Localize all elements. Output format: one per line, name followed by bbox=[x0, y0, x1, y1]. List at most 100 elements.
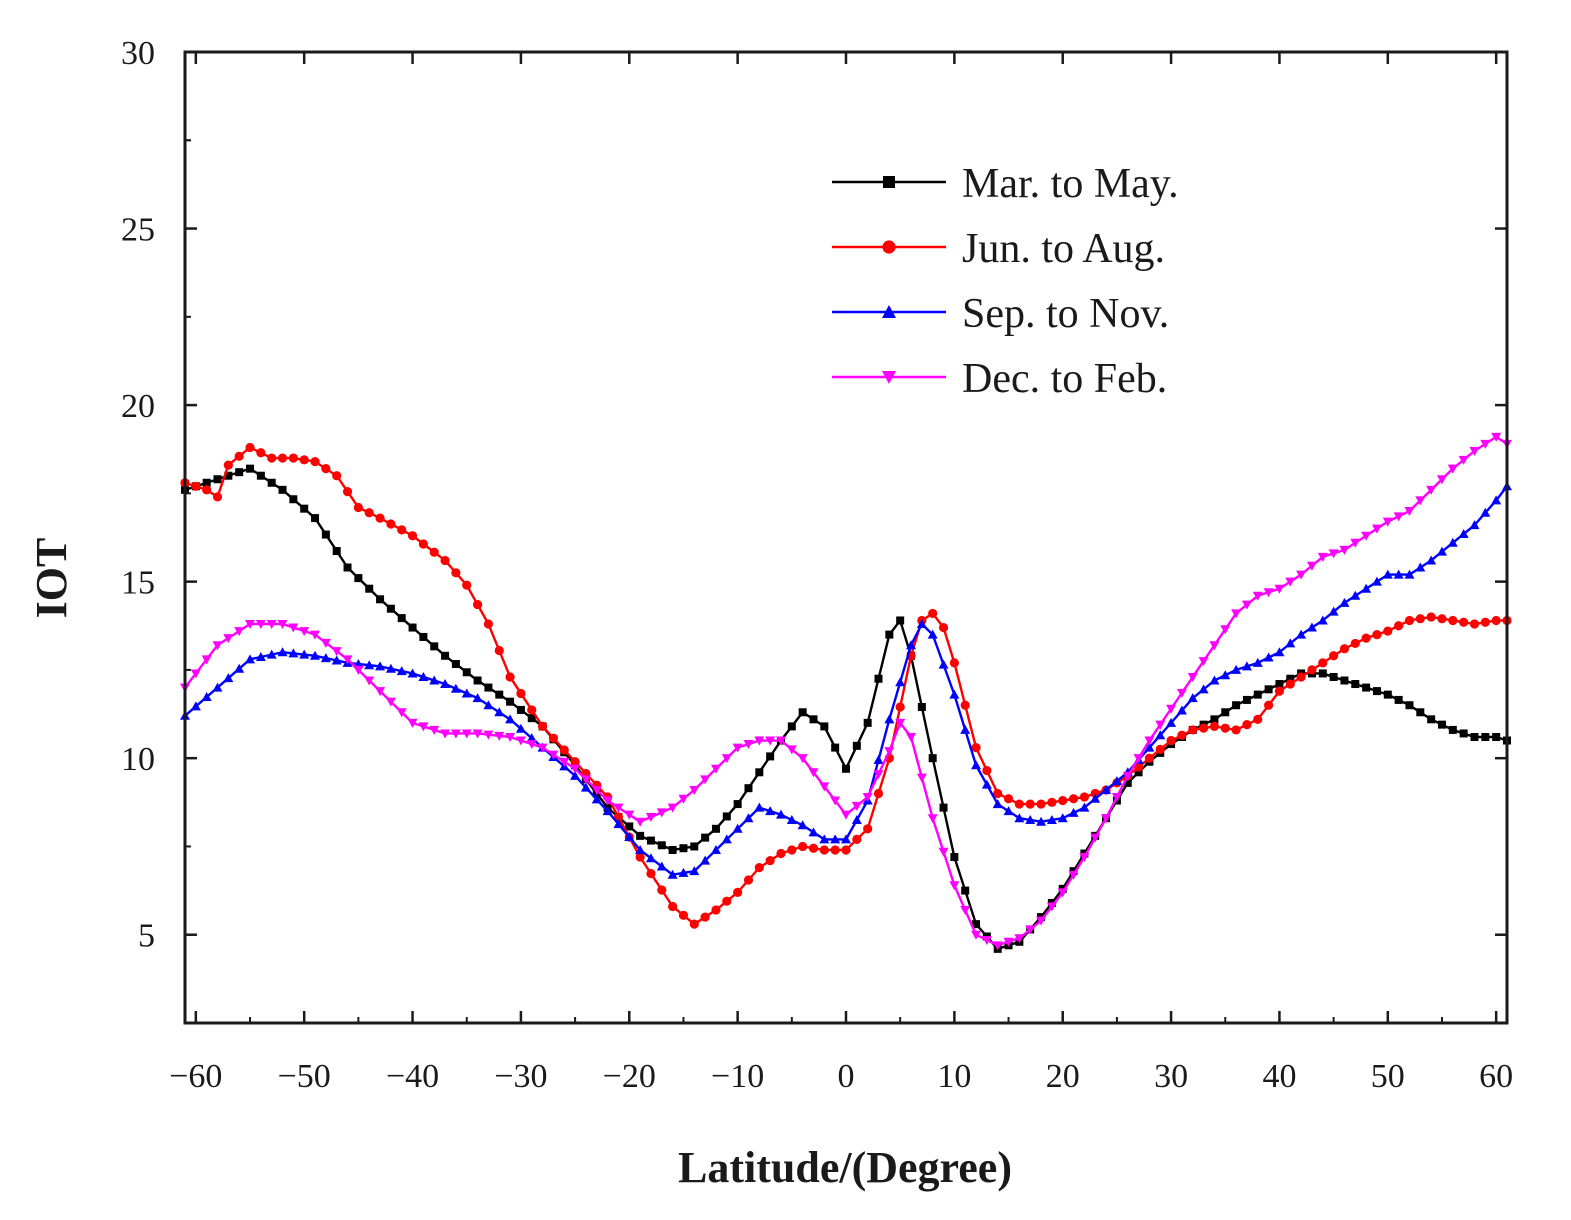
data-point bbox=[278, 485, 287, 494]
data-point bbox=[635, 852, 645, 862]
data-point bbox=[733, 887, 743, 897]
data-point bbox=[1296, 629, 1307, 639]
data-point bbox=[1426, 612, 1436, 622]
data-point bbox=[1469, 619, 1480, 629]
data-point bbox=[364, 676, 375, 686]
data-point bbox=[852, 834, 862, 844]
data-point bbox=[851, 814, 862, 824]
data-point bbox=[754, 802, 765, 812]
data-point bbox=[1046, 814, 1057, 824]
data-point bbox=[1231, 664, 1242, 674]
data-point bbox=[841, 845, 851, 855]
data-point bbox=[505, 732, 516, 742]
data-point bbox=[1394, 695, 1403, 704]
data-point bbox=[223, 673, 234, 683]
data-point bbox=[1361, 531, 1372, 541]
data-point bbox=[506, 697, 515, 706]
data-point bbox=[679, 844, 688, 853]
data-point bbox=[440, 555, 450, 566]
data-point bbox=[516, 688, 526, 699]
data-point bbox=[440, 729, 451, 739]
data-point bbox=[1317, 552, 1328, 562]
x-tick-label: −50 bbox=[278, 1058, 331, 1095]
data-point bbox=[960, 700, 970, 710]
data-point bbox=[365, 584, 374, 593]
data-point bbox=[960, 906, 971, 916]
data-point bbox=[267, 453, 277, 463]
data-point bbox=[743, 875, 754, 885]
data-point bbox=[223, 460, 233, 470]
data-point bbox=[1492, 732, 1501, 741]
data-point bbox=[657, 885, 667, 895]
data-point bbox=[700, 855, 711, 865]
data-point bbox=[1221, 708, 1230, 717]
data-point bbox=[1057, 813, 1068, 823]
data-point bbox=[375, 513, 385, 523]
data-point bbox=[364, 660, 375, 670]
legend-item: Jun. to Aug. bbox=[832, 226, 1165, 272]
data-point bbox=[299, 649, 310, 659]
data-point bbox=[462, 668, 471, 677]
data-point bbox=[277, 453, 288, 463]
data-point bbox=[1415, 496, 1426, 506]
data-point bbox=[961, 886, 970, 895]
data-point bbox=[190, 669, 201, 679]
data-point bbox=[657, 841, 666, 850]
data-point bbox=[1187, 693, 1198, 703]
data-point bbox=[1166, 735, 1176, 746]
x-tick-label: −30 bbox=[494, 1058, 547, 1095]
data-point bbox=[938, 659, 949, 669]
data-point bbox=[1415, 562, 1426, 572]
data-point bbox=[1068, 794, 1079, 804]
data-point bbox=[212, 682, 223, 692]
data-point bbox=[602, 796, 613, 806]
legend-label: Dec. to Feb. bbox=[962, 356, 1167, 402]
data-point bbox=[613, 803, 624, 813]
data-point bbox=[1274, 647, 1285, 657]
data-point bbox=[1339, 644, 1350, 654]
data-point bbox=[1079, 792, 1089, 802]
data-point bbox=[245, 620, 256, 630]
data-point bbox=[895, 677, 906, 687]
data-point bbox=[1058, 795, 1068, 806]
data-point bbox=[1458, 455, 1469, 465]
data-point bbox=[288, 648, 299, 658]
data-point bbox=[841, 834, 851, 844]
data-point bbox=[744, 784, 753, 793]
data-point bbox=[570, 757, 580, 767]
x-tick-label: 60 bbox=[1479, 1058, 1513, 1095]
data-point bbox=[255, 620, 266, 630]
data-point bbox=[1447, 537, 1458, 547]
data-point bbox=[332, 547, 341, 556]
legend-label: Mar. to May. bbox=[962, 161, 1179, 207]
data-point bbox=[495, 690, 504, 699]
data-point bbox=[722, 812, 731, 821]
data-point bbox=[851, 801, 862, 811]
data-point bbox=[1274, 584, 1285, 594]
data-point bbox=[895, 718, 906, 728]
data-point bbox=[245, 654, 256, 664]
data-point bbox=[884, 747, 895, 757]
data-point bbox=[722, 896, 732, 906]
data-point bbox=[613, 819, 624, 829]
data-point bbox=[353, 665, 364, 675]
data-point bbox=[1079, 802, 1090, 812]
data-point bbox=[842, 764, 850, 773]
data-point bbox=[949, 689, 960, 699]
data-point bbox=[461, 688, 472, 698]
data-point bbox=[472, 729, 483, 739]
data-point bbox=[440, 679, 451, 689]
data-point bbox=[1285, 679, 1295, 689]
data-point bbox=[505, 672, 515, 682]
data-point bbox=[1491, 615, 1501, 626]
data-point bbox=[354, 574, 363, 583]
data-point bbox=[419, 632, 428, 641]
data-point bbox=[494, 707, 505, 717]
data-point bbox=[1122, 771, 1133, 781]
data-point bbox=[527, 705, 537, 715]
data-point bbox=[1133, 754, 1144, 764]
x-tick-label: 0 bbox=[838, 1058, 855, 1095]
data-point bbox=[483, 700, 494, 710]
data-point bbox=[1166, 704, 1177, 714]
